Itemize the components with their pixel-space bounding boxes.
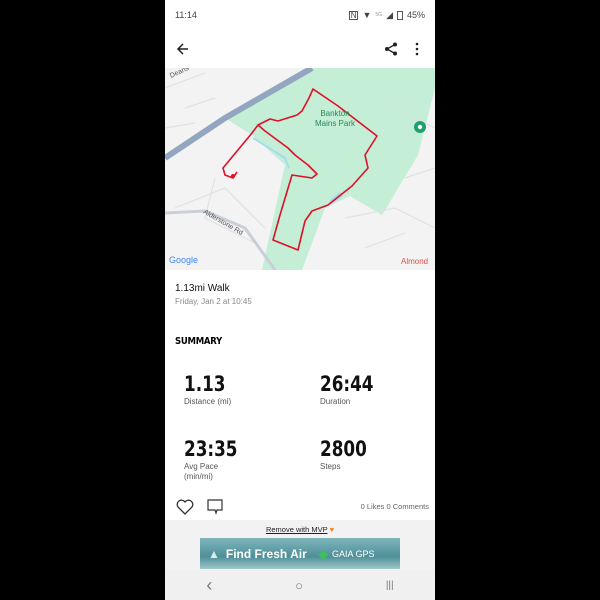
nfc-icon: N xyxy=(348,10,359,20)
battery-icon xyxy=(396,10,403,20)
ad-brand: GAIA GPS xyxy=(332,548,375,559)
nav-back-button[interactable]: ‹ xyxy=(206,574,213,595)
stat-avg-pace: 23:35 Avg Pace (min/mi) xyxy=(184,437,251,482)
main-road xyxy=(165,68,314,161)
road-label-deans: Deans xyxy=(169,68,191,80)
park-area xyxy=(225,68,435,270)
google-logo: Google xyxy=(169,255,198,265)
share-icon xyxy=(385,42,397,56)
stat-label: Avg Pace (min/mi) xyxy=(184,462,219,481)
stat-duration: 26:44 Duration xyxy=(320,372,387,407)
streets xyxy=(165,72,435,249)
share-button[interactable] xyxy=(381,39,401,59)
alderstone-road xyxy=(165,209,277,270)
heart-icon: ♥ xyxy=(329,525,335,534)
ad-text: Find Fresh Air xyxy=(225,546,307,561)
remove-ads-link[interactable]: Remove with MVP ♥ xyxy=(165,525,435,534)
system-nav-bar: ‹ ○ ||| xyxy=(165,570,435,600)
social-bar: 0 Likes 0 Comments xyxy=(165,496,435,520)
more-options-button[interactable] xyxy=(407,39,427,59)
stat-label: Duration xyxy=(320,397,351,406)
comment-button[interactable] xyxy=(207,499,223,515)
app-bar xyxy=(165,30,435,68)
arrow-left-icon xyxy=(176,43,188,55)
stat-label: Distance (mi) xyxy=(184,397,232,406)
road-label-alderstone: Alderstone Rd xyxy=(202,209,244,237)
status-time: 11:14 xyxy=(175,10,197,20)
ad-area: Remove with MVP ♥ ▲ Find Fresh Air ◆ GAI… xyxy=(165,520,435,570)
stat-value: 1.13 xyxy=(184,372,226,396)
phone-screen: 11:14 N ▼ 5G ◢ 45% xyxy=(165,0,435,600)
area-label-almond: Almond xyxy=(401,257,428,266)
activity-title: 1.13mi Walk xyxy=(175,283,230,294)
back-button[interactable] xyxy=(173,39,193,59)
nav-home-button[interactable]: ○ xyxy=(295,577,304,593)
like-button[interactable] xyxy=(176,499,194,515)
wifi-icon: ▼ xyxy=(362,10,372,20)
stat-value: 26:44 xyxy=(320,372,374,396)
stat-steps: 2800 Steps xyxy=(320,437,378,472)
stat-value: 2800 xyxy=(320,437,367,461)
park-label-1: Bankton xyxy=(320,109,349,118)
summary-heading: SUMMARY xyxy=(175,336,222,347)
remove-ads-label: Remove with MVP xyxy=(265,525,328,534)
ad-banner[interactable]: ▲ Find Fresh Air ◆ GAIA GPS xyxy=(200,538,400,569)
network-type: 5G xyxy=(375,12,383,18)
more-vertical-icon xyxy=(415,42,419,56)
map-canvas: Bankton Mains Park Alderstone Rd Deans A… xyxy=(165,68,435,270)
route-line xyxy=(222,88,378,251)
activity-datetime: Friday, Jan 2 at 10:45 xyxy=(175,297,252,306)
route-map[interactable]: Bankton Mains Park Alderstone Rd Deans A… xyxy=(165,68,435,270)
gaia-logo-icon: ◆ xyxy=(318,546,329,561)
pin-dot xyxy=(417,124,423,130)
stat-value: 23:35 xyxy=(184,437,238,461)
stat-label: Steps xyxy=(320,462,341,471)
stat-distance: 1.13 Distance (mi) xyxy=(184,372,236,407)
likes-comments-count[interactable]: 0 Likes 0 Comments xyxy=(360,502,429,511)
signal-icon: ◢ xyxy=(386,9,393,20)
nav-recents-button[interactable]: ||| xyxy=(385,579,394,591)
park-label-2: Mains Park xyxy=(315,119,356,128)
route-start-marker xyxy=(231,174,235,178)
status-bar: 11:14 N ▼ 5G ◢ 45% xyxy=(165,0,435,30)
battery-level: 45% xyxy=(406,10,425,20)
tree-icon: ▲ xyxy=(208,546,220,561)
stream xyxy=(252,137,290,169)
